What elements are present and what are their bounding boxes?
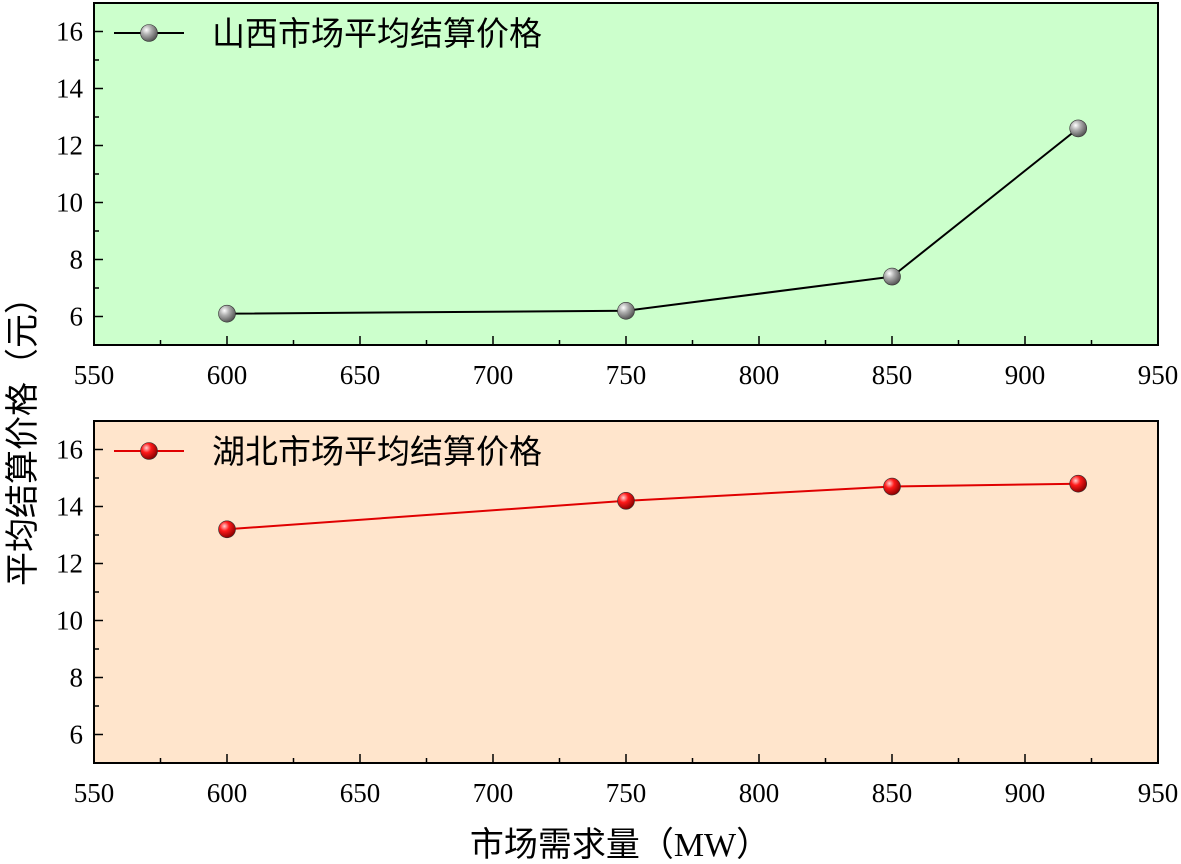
plot-background: [94, 421, 1158, 763]
legend-marker: [140, 442, 158, 460]
data-point: [218, 304, 236, 323]
x-tick-label: 550: [74, 360, 115, 390]
plot-background: [94, 3, 1158, 345]
x-tick-label: 950: [1138, 778, 1179, 808]
x-tick-label: 850: [872, 778, 913, 808]
data-point: [1069, 119, 1087, 138]
data-point: [883, 267, 901, 286]
x-tick-label: 600: [207, 778, 248, 808]
x-tick-label: 750: [606, 778, 647, 808]
data-point: [218, 520, 236, 539]
y-tick-label: 6: [70, 720, 84, 750]
data-point: [617, 491, 635, 510]
y-tick-label: 10: [56, 188, 83, 218]
y-axis-title: 平均结算价格（元）: [4, 280, 42, 586]
legend-label: 山西市场平均结算价格: [212, 16, 542, 53]
x-tick-label: 800: [739, 778, 780, 808]
x-tick-label: 900: [1005, 778, 1046, 808]
x-tick-label: 750: [606, 360, 647, 390]
x-tick-label: 850: [872, 360, 913, 390]
y-tick-label: 12: [56, 549, 83, 579]
y-tick-label: 8: [70, 663, 84, 693]
y-tick-label: 16: [56, 435, 83, 465]
x-tick-label: 650: [340, 778, 381, 808]
x-tick-label: 650: [340, 360, 381, 390]
x-tick-label: 900: [1005, 360, 1046, 390]
x-tick-label: 550: [74, 778, 115, 808]
x-axis-title: 市场需求量（MW）: [470, 826, 770, 864]
legend-label: 湖北市场平均结算价格: [212, 434, 542, 471]
data-point: [883, 477, 901, 496]
chart-panel-shanxi: 6 8 10 12 14 16 550 600 650 700 750 800 850 900 950 山西市…: [56, 2, 1179, 390]
y-tick-label: 6: [70, 302, 84, 332]
plot-frame: [93, 420, 1159, 764]
y-tick-label: 14: [56, 492, 84, 522]
x-tick-label: 700: [473, 360, 514, 390]
series-line: [226, 127, 1079, 315]
y-tick-label: 16: [56, 17, 83, 47]
legend-marker: [140, 24, 158, 42]
plot-frame: [93, 2, 1159, 346]
chart-panel-hubei: 6 8 10 12 14 16 550 600 650 700 750 800 850 900 950 湖北市…: [56, 420, 1179, 808]
y-tick-label: 8: [70, 245, 84, 275]
y-tick-label: 14: [56, 74, 84, 104]
x-tick-label: 600: [207, 360, 248, 390]
x-tick-label: 950: [1138, 360, 1179, 390]
y-tick-label: 12: [56, 131, 83, 161]
series-line: [226, 482, 1079, 531]
y-tick-label: 10: [56, 606, 83, 636]
data-point: [617, 301, 635, 320]
x-tick-label: 800: [739, 360, 780, 390]
x-tick-label: 700: [473, 778, 514, 808]
data-point: [1069, 474, 1087, 493]
